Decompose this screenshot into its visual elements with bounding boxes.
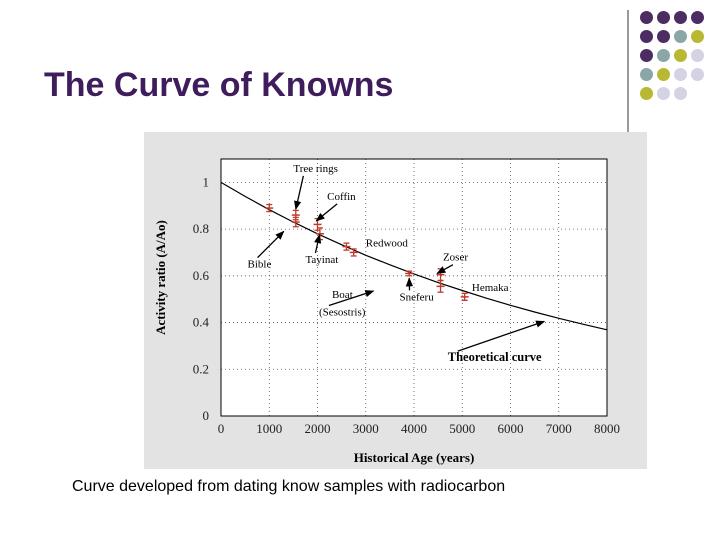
radiocarbon-chart: 0 1000 2000 3000 4000 5000 6000 7000 8000 0 0.2 0.4… [153, 158, 620, 465]
plot-frame [220, 158, 608, 417]
decorative-dot [691, 49, 704, 62]
annotation-label: Redwood [366, 238, 409, 250]
chart-panel: 0 1000 2000 3000 4000 5000 6000 7000 8000 0 0.2 0.4… [144, 132, 647, 469]
decorative-dot [674, 68, 687, 81]
decorative-dot [640, 68, 653, 81]
decorative-dot [640, 87, 653, 100]
x-tick-label: 2000 [305, 421, 331, 436]
decorative-dot [640, 11, 653, 24]
x-tick-label: 0 [218, 421, 225, 436]
sample-point [460, 292, 469, 302]
x-tick-label: 7000 [546, 421, 572, 436]
annotation-label: Tree rings [293, 163, 338, 175]
sample-point [405, 270, 414, 277]
annotation-label: Coffin [327, 191, 356, 203]
x-tick-label: 6000 [498, 421, 524, 436]
x-axis-label: Historical Age (years) [354, 450, 475, 465]
annotation-arrow [436, 264, 454, 275]
y-tick-label: 0.8 [193, 221, 209, 236]
annotation-label: Zoser [443, 252, 468, 264]
decorative-dot [657, 11, 670, 24]
decorative-dot [691, 68, 704, 81]
decorative-dot [674, 87, 687, 100]
decorative-dot [657, 87, 670, 100]
x-tick-label: 5000 [449, 421, 475, 436]
annotation-label: Sneferu [400, 291, 435, 303]
divider-line [627, 10, 629, 132]
annotation-arrow [257, 230, 285, 259]
decorative-dot [657, 30, 670, 43]
annotation-label: (Sesostris) [319, 307, 366, 319]
annotation-label: Hemaka [472, 282, 509, 294]
slide-title: The Curve of Knowns [44, 66, 394, 104]
sample-point [291, 216, 300, 228]
x-tick-label: 4000 [401, 421, 427, 436]
decorative-dot [657, 49, 670, 62]
decorative-dot [674, 11, 687, 24]
y-tick-label: 1 [203, 174, 210, 189]
annotation-label: Boat [332, 289, 353, 301]
slide-caption: Curve developed from dating know samples… [72, 478, 506, 495]
annotation-arrow [314, 234, 322, 254]
decorative-dot [691, 11, 704, 24]
decorative-dot [640, 49, 653, 62]
x-tick-label: 1000 [256, 421, 282, 436]
annotation-arrow [294, 175, 305, 211]
sample-point [265, 203, 274, 213]
annotation-label: Bible [248, 259, 272, 271]
x-tick-label: 8000 [594, 421, 620, 436]
annotation-arrow [315, 203, 338, 222]
y-tick-label: 0.6 [193, 268, 210, 283]
annotation-label: Theoretical curve [448, 350, 542, 364]
y-tick-label: 0.2 [193, 361, 209, 376]
y-tick-label: 0.4 [193, 315, 210, 330]
sample-point [436, 279, 445, 293]
theoretical-curve-line [220, 181, 608, 331]
decorative-dot [691, 30, 704, 43]
annotation-arrow [457, 320, 546, 352]
sample-point [342, 242, 351, 251]
annotation-arrow [328, 290, 375, 307]
decorative-dot [640, 30, 653, 43]
x-tick-label: 3000 [353, 421, 379, 436]
decorative-dot [657, 68, 670, 81]
decorative-dot [674, 49, 687, 62]
annotation-label: Tayinat [305, 254, 338, 266]
y-axis-label: Activity ratio (A/Ao) [153, 220, 168, 335]
sample-point [349, 248, 358, 257]
y-tick-label: 0 [203, 408, 210, 423]
decorative-dot [674, 30, 687, 43]
